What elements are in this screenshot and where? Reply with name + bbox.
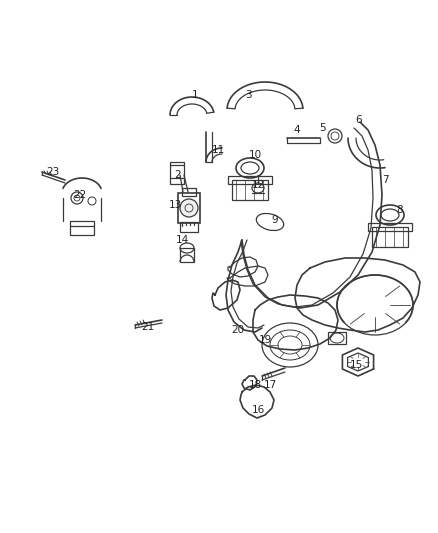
Text: 2: 2 [175,170,181,180]
Text: 10: 10 [248,150,261,160]
Text: 5: 5 [320,123,326,133]
Text: 1: 1 [192,90,198,100]
Bar [70,221,94,235]
Bar [368,223,412,231]
Circle shape [180,199,198,217]
Text: 18: 18 [248,380,261,390]
Bar [178,193,200,223]
Bar [180,248,194,262]
Text: 20: 20 [231,325,244,335]
Text: 13: 13 [168,200,182,210]
Bar [180,222,198,232]
Text: 14: 14 [175,235,189,245]
Text: 4: 4 [294,125,300,135]
Text: 3: 3 [245,90,251,100]
Text: 22: 22 [74,190,87,200]
Text: 12: 12 [251,180,265,190]
Text: 23: 23 [46,167,60,177]
Text: 11: 11 [212,145,225,155]
Bar [328,332,346,344]
Text: 16: 16 [251,405,265,415]
Text: 17: 17 [263,380,277,390]
Text: 8: 8 [397,205,403,215]
Text: 9: 9 [272,215,278,225]
Bar [372,227,408,247]
Text: 7: 7 [381,175,389,185]
Bar [182,188,196,196]
Text: 19: 19 [258,335,272,345]
Text: 6: 6 [356,115,362,125]
Text: 15: 15 [350,360,363,370]
Text: 21: 21 [141,322,155,332]
Bar [232,180,268,200]
Bar [228,176,272,184]
Bar [170,162,184,184]
